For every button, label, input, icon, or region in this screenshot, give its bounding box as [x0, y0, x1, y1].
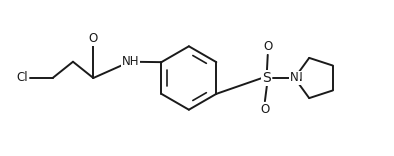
Text: O: O: [89, 32, 98, 45]
Text: S: S: [262, 71, 271, 85]
Text: O: O: [263, 40, 272, 53]
Text: O: O: [260, 103, 269, 116]
Text: Cl: Cl: [17, 71, 28, 85]
Text: N: N: [290, 71, 299, 85]
Text: N: N: [294, 71, 302, 85]
Text: NH: NH: [122, 55, 139, 68]
